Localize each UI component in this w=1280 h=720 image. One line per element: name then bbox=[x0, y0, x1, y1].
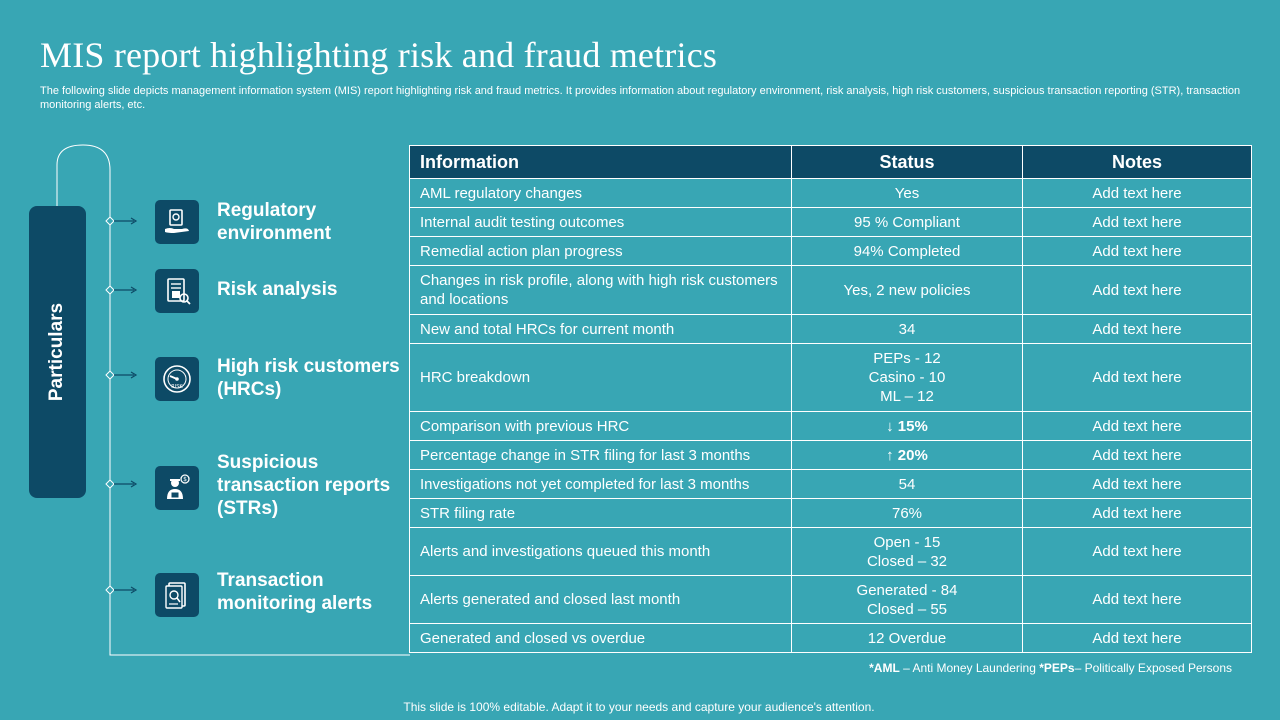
table-header-row: Information Status Notes bbox=[409, 145, 1252, 179]
risk-gauge-icon: RISK bbox=[155, 357, 199, 401]
information-cell: Alerts and investigations queued this mo… bbox=[409, 527, 792, 576]
monitoring-alert-icon bbox=[155, 573, 199, 617]
category-label-suspicious-transactions: Suspicious transaction reports (STRs) bbox=[217, 452, 391, 519]
connector-arrowhead bbox=[130, 286, 138, 294]
connector-diamond bbox=[105, 216, 115, 226]
table-body: AML regulatory changes Yes Add text here In… bbox=[409, 178, 1252, 653]
table-row: AML regulatory changes Yes Add text here bbox=[409, 178, 1252, 208]
risk-analysis-icon bbox=[155, 269, 199, 313]
information-cell: Generated and closed vs overdue bbox=[409, 623, 792, 653]
connector-diamond bbox=[105, 585, 115, 595]
connector-arrowhead bbox=[130, 371, 138, 379]
notes-cell: Add text here bbox=[1022, 343, 1252, 412]
status-cell: PEPs - 12 Casino - 10 ML – 12 bbox=[791, 343, 1023, 412]
information-cell: Internal audit testing outcomes bbox=[409, 207, 792, 237]
table-row: Changes in risk profile, along with high… bbox=[409, 265, 1252, 315]
status-cell: Yes, 2 new policies bbox=[791, 265, 1023, 315]
status-line: Open - 15 bbox=[873, 533, 941, 551]
status-cell: Open - 15 Closed – 32 bbox=[791, 527, 1023, 576]
status-line: Closed – 55 bbox=[866, 600, 948, 618]
mis-report-table: Information Status Notes AML regulatory … bbox=[409, 145, 1252, 653]
table-row: HRC breakdown PEPs - 12 Casino - 10 ML – 12… bbox=[409, 343, 1252, 412]
status-cell: 12 Overdue bbox=[791, 623, 1023, 653]
information-cell: Changes in risk profile, along with high… bbox=[409, 265, 792, 315]
notes-cell: Add text here bbox=[1022, 469, 1252, 499]
information-cell: HRC breakdown bbox=[409, 343, 792, 412]
category-label-high-risk-customers: High risk customers (HRCs) bbox=[217, 356, 400, 400]
status-cell: 34 bbox=[791, 314, 1023, 344]
column-header-status: Status bbox=[791, 145, 1023, 179]
notes-cell: Add text here bbox=[1022, 498, 1252, 528]
information-cell: STR filing rate bbox=[409, 498, 792, 528]
status-cell: 54 bbox=[791, 469, 1023, 499]
information-cell: Percentage change in STR filing for last… bbox=[409, 440, 792, 470]
connector-arrowhead bbox=[130, 217, 138, 225]
status-cell: ↑ 20% bbox=[791, 440, 1023, 470]
page-title: MIS report highlighting risk and fraud m… bbox=[40, 35, 718, 75]
status-cell: Generated - 84 Closed – 55 bbox=[791, 575, 1023, 624]
information-cell: AML regulatory changes bbox=[409, 178, 792, 208]
notes-cell: Add text here bbox=[1022, 207, 1252, 237]
connector-diamond bbox=[105, 370, 115, 380]
notes-cell: Add text here bbox=[1022, 178, 1252, 208]
svg-text:$: $ bbox=[183, 476, 187, 483]
notes-cell: Add text here bbox=[1022, 623, 1252, 653]
status-line: Casino - 10 bbox=[868, 369, 946, 386]
notes-cell: Add text here bbox=[1022, 575, 1252, 624]
particulars-label: Particulars bbox=[46, 302, 68, 402]
status-line: ML – 12 bbox=[880, 388, 934, 405]
connector-arrowhead bbox=[130, 480, 138, 488]
footnote-aml-abbr: *AML bbox=[869, 661, 900, 675]
slide-footer: This slide is 100% editable. Adapt it to… bbox=[403, 700, 875, 714]
connector-arrows bbox=[105, 216, 138, 595]
connector-lines bbox=[56, 144, 410, 656]
notes-cell: Add text here bbox=[1022, 411, 1252, 441]
slide-description: The following slide depicts management i… bbox=[40, 85, 1241, 111]
status-line: Closed – 32 bbox=[866, 552, 948, 570]
table-row: Remedial action plan progress 94% Complet… bbox=[409, 236, 1252, 266]
table-row: Internal audit testing outcomes 95 % Comp… bbox=[409, 207, 1252, 237]
connector-diamond bbox=[105, 479, 115, 489]
notes-cell: Add text here bbox=[1022, 265, 1252, 315]
status-line: PEPs - 12 bbox=[873, 350, 941, 367]
table-row: Alerts generated and closed last month Ge… bbox=[409, 575, 1252, 624]
table-row: Investigations not yet completed for las… bbox=[409, 469, 1252, 499]
table-row: STR filing rate 76% Add text here bbox=[409, 498, 1252, 528]
information-cell: New and total HRCs for current month bbox=[409, 314, 792, 344]
category-label-regulatory: Regulatory environment bbox=[217, 200, 332, 244]
table-row: Percentage change in STR filing for last… bbox=[409, 440, 1252, 470]
column-header-notes: Notes bbox=[1022, 145, 1252, 179]
notes-cell: Add text here bbox=[1022, 440, 1252, 470]
table-row: Generated and closed vs overdue 12 Overdu… bbox=[409, 623, 1252, 653]
information-cell: Alerts generated and closed last month bbox=[409, 575, 792, 624]
category-label-risk-analysis: Risk analysis bbox=[217, 279, 338, 300]
footnote-pep-text: – Politically Exposed Persons bbox=[1074, 661, 1232, 675]
notes-cell: Add text here bbox=[1022, 314, 1252, 344]
status-cell: Yes bbox=[791, 178, 1023, 208]
particulars-bar: Particulars bbox=[29, 206, 86, 498]
table-row: Comparison with previous HRC ↓ 15% Add tex… bbox=[409, 411, 1252, 441]
footnote-pep-abbr: *PEPs bbox=[1039, 661, 1075, 675]
status-line: Generated - 84 bbox=[856, 581, 958, 599]
svg-text:RISK: RISK bbox=[171, 384, 183, 390]
connector-arrowhead bbox=[130, 586, 138, 594]
status-cell: ↓ 15% bbox=[791, 411, 1023, 441]
regulatory-icon bbox=[155, 200, 199, 244]
abbreviation-footnote: *AML – Anti Money Laundering *PEPs– Poli… bbox=[869, 661, 1232, 675]
column-header-information: Information bbox=[409, 145, 792, 179]
information-cell: Investigations not yet completed for las… bbox=[409, 469, 792, 499]
suspicious-report-icon: $ bbox=[155, 466, 199, 510]
table-row: Alerts and investigations queued this mo… bbox=[409, 527, 1252, 576]
status-cell: 94% Completed bbox=[791, 236, 1023, 266]
connector-diamond bbox=[105, 285, 115, 295]
footnote-aml-text: – Anti Money Laundering bbox=[899, 661, 1040, 675]
category-label-transaction-monitoring: Transaction monitoring alerts bbox=[217, 570, 373, 614]
notes-cell: Add text here bbox=[1022, 527, 1252, 576]
information-cell: Remedial action plan progress bbox=[409, 236, 792, 266]
table-row: New and total HRCs for current month 34 Ad… bbox=[409, 314, 1252, 344]
status-cell: 76% bbox=[791, 498, 1023, 528]
information-cell: Comparison with previous HRC bbox=[409, 411, 792, 441]
status-cell: 95 % Compliant bbox=[791, 207, 1023, 237]
notes-cell: Add text here bbox=[1022, 236, 1252, 266]
